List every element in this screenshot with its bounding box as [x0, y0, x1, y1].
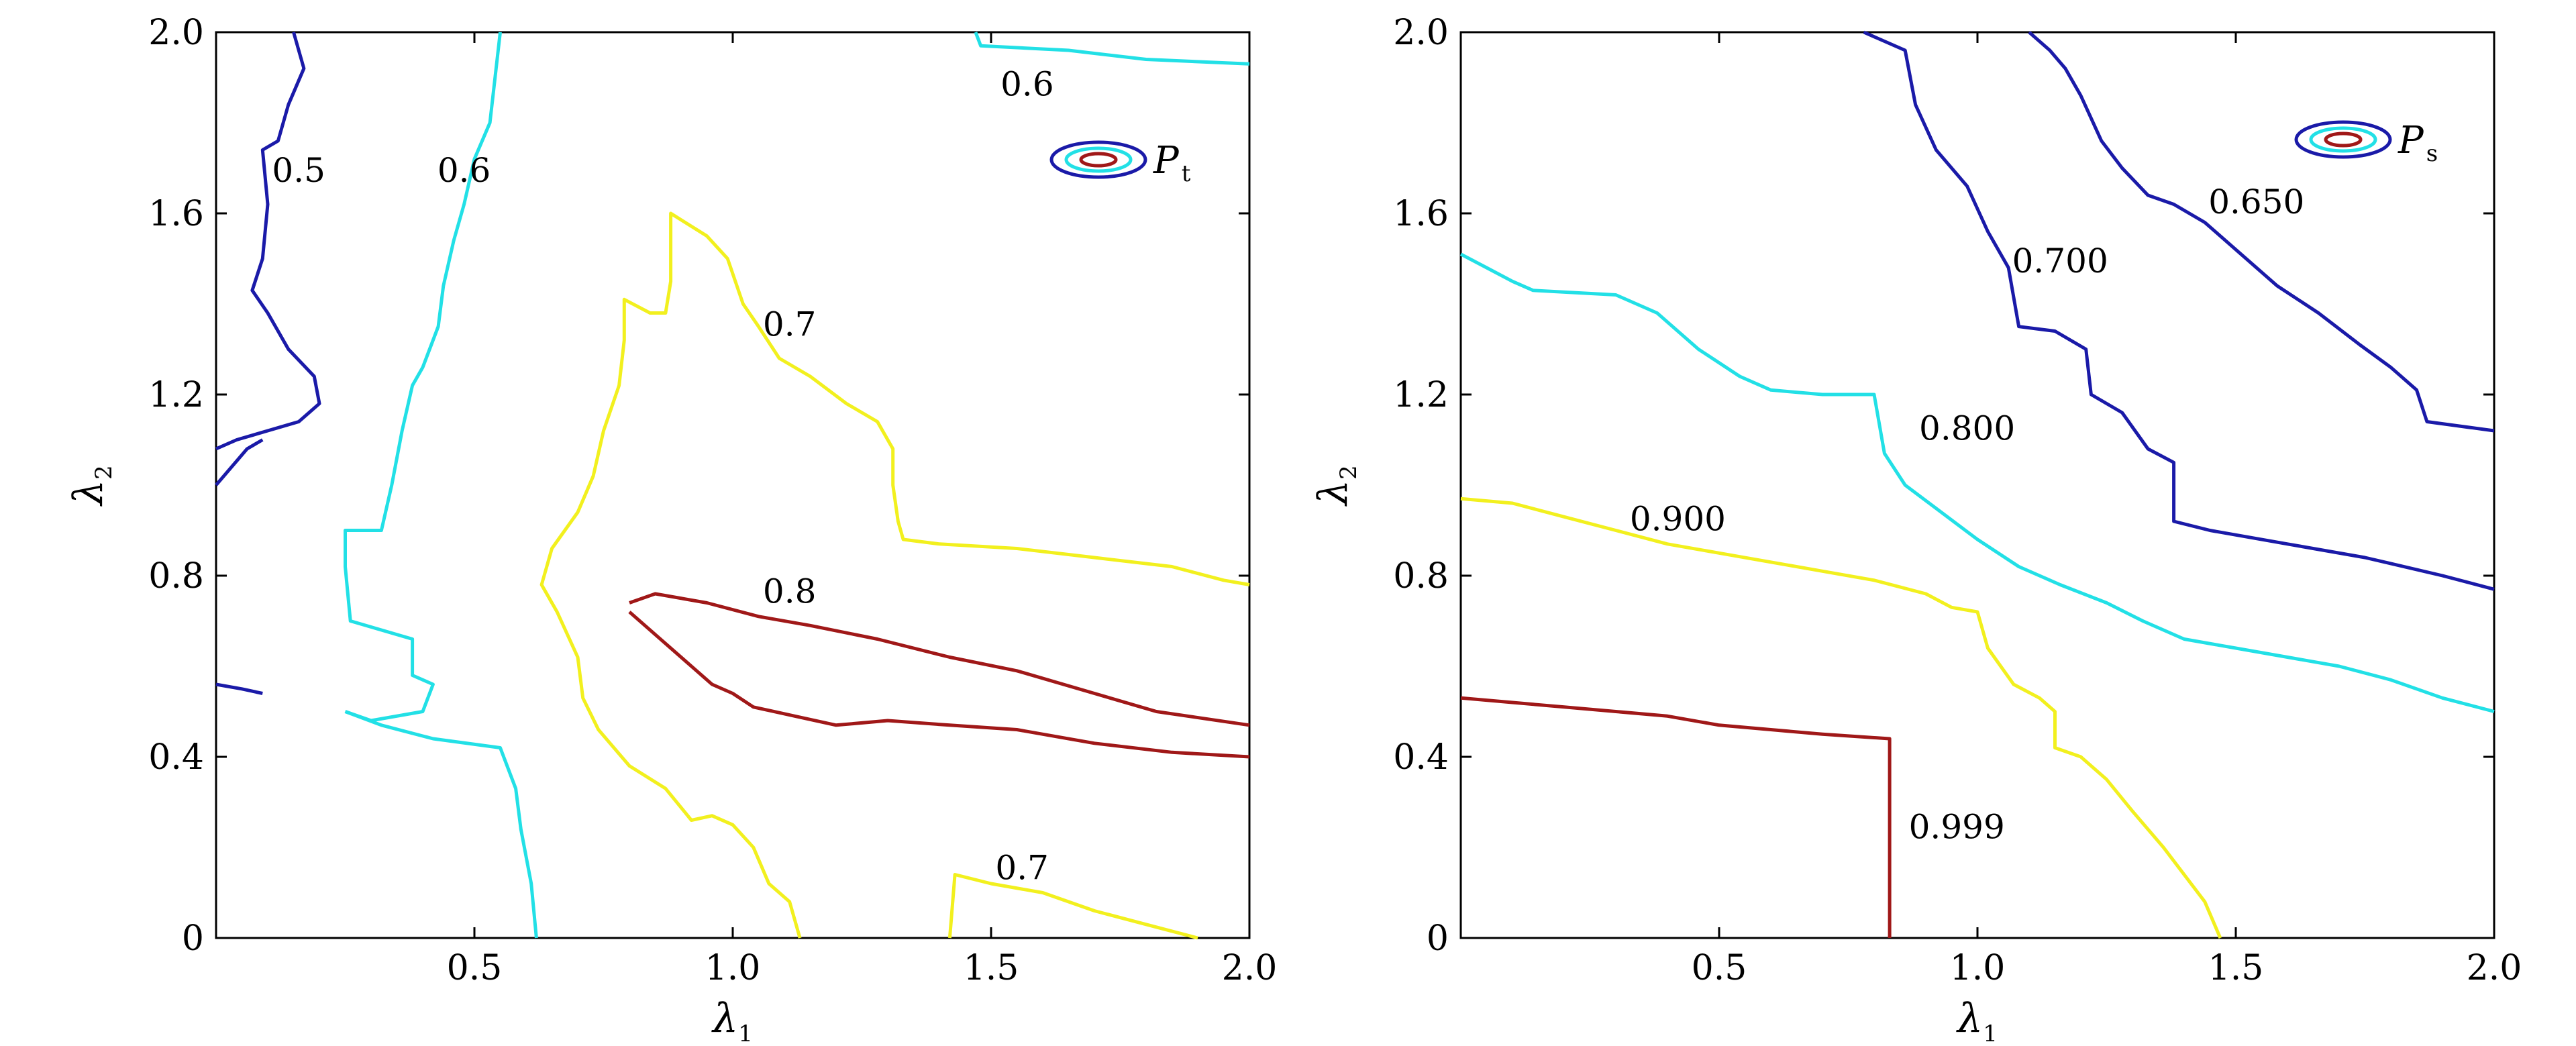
contour-label: 0.800 [1919, 409, 2015, 448]
contour-line-0.8 [629, 592, 1250, 727]
contour-line-0.800 [1459, 252, 2495, 713]
contour-line-0.5 [215, 438, 264, 486]
contour-label: 0.7 [995, 848, 1049, 887]
legend-ring-inner [2324, 132, 2363, 148]
y-axis-symbol: λ [65, 480, 112, 507]
contour-line-0.6 [344, 32, 502, 723]
x-tick-label: 2.0 [2467, 948, 2522, 988]
contour-label: 0.700 [2012, 242, 2108, 280]
legend-ring-outer [1049, 140, 1147, 179]
x-axis-symbol: λ [1956, 995, 1983, 1042]
contour-line-0.5 [215, 682, 263, 695]
x-tick-label: 1.0 [705, 948, 761, 988]
y-tick-label: 1.6 [148, 194, 204, 234]
contour-label: 0.5 [272, 151, 325, 190]
legend-ring-outer [2294, 120, 2392, 159]
x-axis-label: λ1 [711, 995, 753, 1046]
contour-label: 0.8 [763, 572, 817, 611]
legend-ring-mid [1064, 146, 1133, 173]
contour-line-0.6 [974, 32, 1250, 66]
y-tick-label: 1.2 [148, 375, 204, 415]
legend-subscript: s [2426, 140, 2438, 167]
contour-label: 0.650 [2208, 182, 2304, 221]
y-axis-subscript: 2 [91, 465, 117, 480]
contour-label: 0.6 [1000, 65, 1054, 104]
legend-ring-inner [1079, 152, 1118, 168]
x-axis-label: λ1 [1956, 995, 1998, 1046]
y-tick-label: 2.0 [1393, 13, 1449, 53]
contour-line-0.700 [1863, 30, 2495, 591]
y-tick-label: 0.8 [1393, 556, 1449, 596]
y-tick-label: 1.6 [1393, 194, 1449, 234]
contour-line-0.6 [344, 710, 538, 939]
plot-frame [215, 31, 1251, 939]
legend-symbol: P [2398, 119, 2424, 162]
y-tick-label: 2.0 [148, 13, 204, 53]
y-tick-label: 1.2 [1393, 375, 1449, 415]
contour-label: 0.900 [1630, 500, 1726, 539]
x-axis-symbol: λ [711, 995, 738, 1042]
contour-line-0.999 [1460, 696, 1892, 938]
y-tick-label: 0 [182, 919, 204, 959]
y-axis-symbol: λ [1310, 480, 1357, 507]
contour-line-0.7 [539, 211, 1250, 939]
contour-label: 0.6 [437, 151, 491, 190]
y-tick-label: 0.4 [1393, 737, 1449, 778]
legend-symbol: P [1153, 139, 1180, 182]
x-tick-label: 1.5 [964, 948, 1019, 988]
x-axis-subscript: 1 [738, 1021, 753, 1046]
x-tick-label: 0.5 [447, 948, 503, 988]
contour-line-0.8 [628, 611, 1250, 759]
x-tick-label: 1.5 [2208, 948, 2264, 988]
plot-frame [1459, 31, 2495, 939]
left-panel: 0.5 1.0 1.5 2.0 0 0.4 0.8 1.2 1.6 2.0 0.5 0.6 0.6 0.7… [65, 13, 1277, 1046]
contour-line-0.900 [1460, 496, 2222, 939]
y-tick-label: 0.4 [148, 737, 204, 778]
contour-label: 0.7 [763, 305, 817, 344]
contour-line-0.5 [215, 32, 321, 451]
contour-line-0.650 [2028, 31, 2495, 433]
legend-ring-mid [2309, 126, 2377, 153]
contour-line-0.7 [947, 873, 1198, 940]
y-tick-label: 0.8 [148, 556, 204, 596]
x-tick-label: 0.5 [1692, 948, 1747, 988]
y-axis-label: λ2 [65, 465, 117, 507]
contour-label: 0.999 [1909, 808, 2005, 847]
x-tick-label: 1.0 [1950, 948, 2006, 988]
x-axis-subscript: 1 [1983, 1021, 1998, 1046]
x-tick-label: 2.0 [1222, 948, 1278, 988]
right-panel: 0.5 1.0 1.5 2.0 0 0.4 0.8 1.2 1.6 2.0 0.650 0.700 0.… [1310, 13, 2522, 1046]
y-axis-label: λ2 [1310, 465, 1362, 507]
legend-subscript: t [1182, 160, 1191, 187]
y-axis-subscript: 2 [1335, 465, 1362, 480]
y-tick-label: 0 [1427, 919, 1449, 959]
